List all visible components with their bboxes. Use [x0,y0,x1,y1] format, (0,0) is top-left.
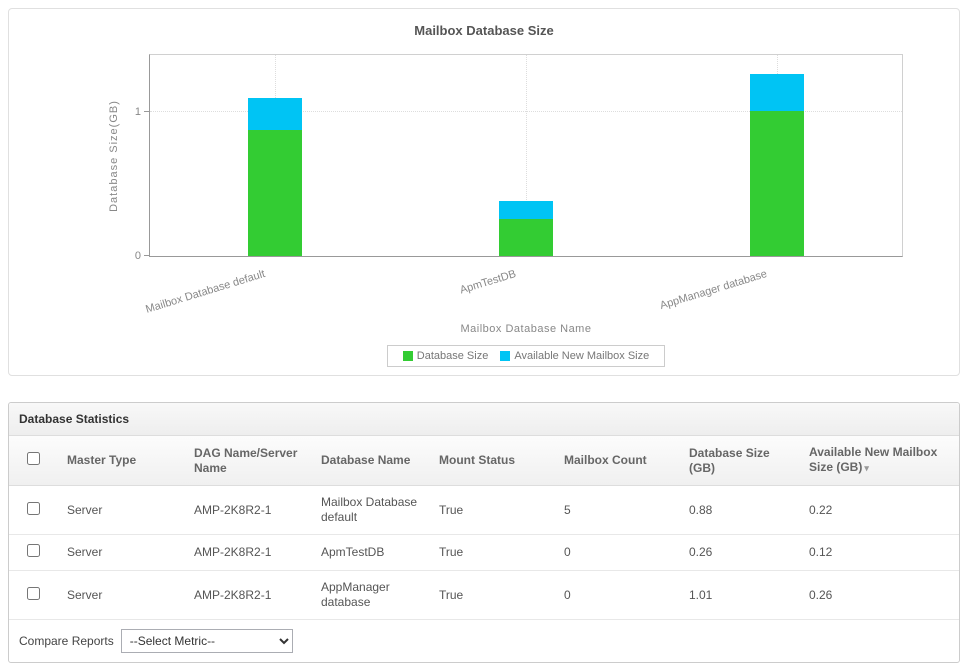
cell-dag-name: AMP-2K8R2-1 [184,570,311,620]
cell-available-size: 0.12 [799,534,959,571]
bar-segment [248,98,303,130]
table-row: Server AMP-2K8R2-1 ApmTestDB True 0 0.26… [9,534,959,571]
legend-item: Available New Mailbox Size [500,350,649,362]
bar-segment [499,201,553,219]
table-row: Server AMP-2K8R2-1 Mailbox Database defa… [9,485,959,535]
metric-select[interactable]: --Select Metric-- [120,629,293,653]
chart-panel: Mailbox Database Size Database Size(GB) … [8,8,960,376]
y-tick-label: 1 [134,106,141,119]
select-all-checkbox[interactable] [26,452,40,465]
bar-segment [248,129,303,256]
table-panel: Database Statistics Master Type DAG Name… [8,402,960,663]
chart-title: Mailbox Database Size [414,23,554,38]
legend-item: Database Size [402,350,489,363]
cell-mount-status: True [429,570,554,620]
cell-database-size: 0.26 [679,534,799,571]
bar-segment [499,218,553,256]
cell-dag-name: AMP-2K8R2-1 [184,534,311,571]
cell-available-size: 0.26 [799,570,959,620]
chart-legend: Database Size Available New Mailbox Size [386,345,666,368]
compare-reports-label: Compare Reports [19,634,114,648]
plot-area: 0 1 Mailbox Database default ApmTestDB AppMa… [135,54,903,316]
legend-swatch [500,351,511,362]
cell-database-size: 0.88 [679,485,799,535]
cell-dag-name: AMP-2K8R2-1 [184,485,311,535]
cell-master-type: Server [57,570,184,620]
column-header-database-size[interactable]: Database Size (GB) [679,436,799,486]
y-axis: Database Size(GB) [105,54,123,257]
column-header-mailbox-count[interactable]: Mailbox Count [554,436,679,486]
column-header-database-name[interactable]: Database Name [311,436,429,486]
row-checkbox[interactable] [26,586,40,600]
database-statistics-table: Master Type DAG Name/Server Name Databas… [9,436,959,620]
y-tick-mark [144,111,150,113]
y-tick-mark [144,255,150,256]
table-row: Server AMP-2K8R2-1 AppManager database T… [9,570,959,620]
vertical-gridline [526,55,527,256]
y-tick-label: 0 [134,250,141,262]
bar-segment [749,73,804,111]
table-header-row: Master Type DAG Name/Server Name Databas… [9,436,959,486]
column-header-dag-name[interactable]: DAG Name/Server Name [184,436,311,486]
row-checkbox[interactable] [26,501,40,515]
cell-database-name: ApmTestDB [311,534,429,571]
footer-bar: Compare Reports --Select Metric-- [9,620,959,662]
column-header-mount-status[interactable]: Mount Status [429,436,554,486]
row-checkbox[interactable] [26,544,40,557]
section-title: Database Statistics [9,403,959,436]
x-axis-label: Mailbox Database Name [460,323,592,335]
legend-swatch [402,351,413,362]
cell-mailbox-count: 0 [554,534,679,571]
cell-mailbox-count: 5 [554,485,679,535]
column-header-available-size-label: Available New Mailbox Size (GB) [809,445,938,474]
cell-master-type: Server [57,485,184,535]
cell-database-size: 1.01 [679,570,799,620]
cell-database-name: Mailbox Database default [311,485,429,535]
cell-mount-status: True [429,485,554,535]
legend-label: Available New Mailbox Size [514,350,650,363]
column-header-master-type[interactable]: Master Type [57,436,184,486]
column-header-available-size[interactable]: Available New Mailbox Size (GB) ▾ [799,436,959,486]
legend-label: Database Size [416,350,489,363]
cell-mount-status: True [429,534,554,571]
legend-wrap: Database Size Available New Mailbox Size [149,345,903,368]
cell-available-size: 0.22 [799,485,959,535]
chart-area: Database Size(GB) 0 1 Mailbox Database def… [9,54,959,316]
cell-mailbox-count: 0 [554,570,679,620]
bar-segment [749,111,804,256]
cell-database-name: AppManager database [311,570,429,620]
cell-master-type: Server [57,534,184,571]
sort-icon[interactable]: ▾ [864,463,869,473]
